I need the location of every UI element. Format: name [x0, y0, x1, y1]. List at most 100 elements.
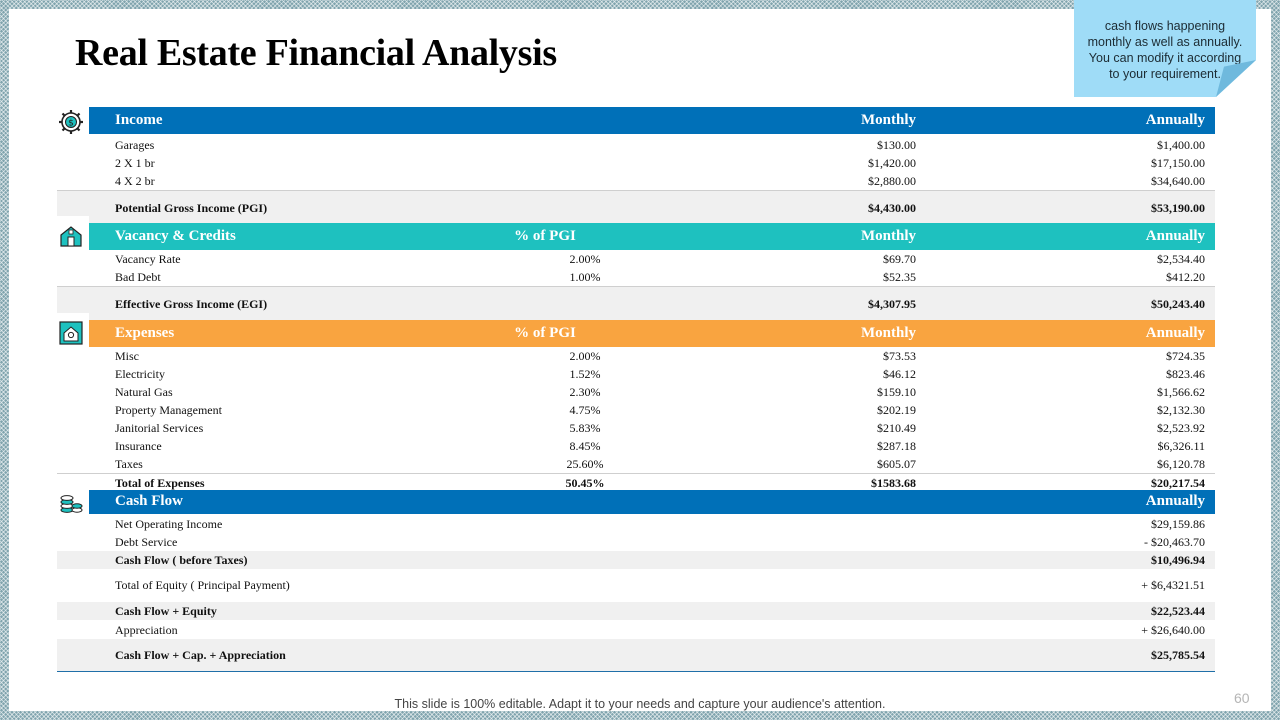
svg-text:$: $ [68, 119, 74, 129]
row-annually: $50,243.40 [1151, 297, 1205, 311]
row-pct: 1.52% [569, 367, 601, 381]
row-label: Total of Expenses [115, 476, 205, 490]
row-label: Natural Gas [115, 385, 173, 399]
row-monthly: $287.18 [877, 439, 916, 453]
row-annually: + $26,640.00 [1141, 623, 1205, 637]
expenses-header-label: Expenses [115, 325, 175, 341]
row-label: Misc [115, 349, 139, 363]
row-monthly: $69.70 [883, 252, 916, 266]
vacancy-header: Vacancy & Credits % of PGI Monthly Annua… [67, 223, 1215, 250]
row-label: Property Management [115, 403, 222, 417]
slide: Real Estate Financial Analysis cash flow… [9, 0, 1271, 711]
cashflow-header-annually: Annually [1145, 493, 1205, 509]
expense-row: Taxes 25.60% $605.07 $6,120.78 [57, 455, 1215, 473]
row-monthly: $4,430.00 [868, 201, 916, 215]
row-monthly: $1,420.00 [868, 156, 916, 170]
row-pct: 2.30% [569, 385, 601, 399]
expenses-header-monthly: Monthly [860, 325, 916, 341]
row-annually: $2,534.40 [1157, 252, 1205, 266]
row-annually: $823.46 [1166, 367, 1205, 381]
cashflow-row: Appreciation + $26,640.00 [57, 621, 1215, 639]
cashflow-row: Debt Service - $20,463.70 [57, 533, 1215, 551]
page-title: Real Estate Financial Analysis [75, 32, 557, 74]
coins-icon [60, 495, 83, 513]
row-label: Janitorial Services [115, 421, 204, 435]
cashflow-row: Cash Flow ( before Taxes) $10,496.94 [57, 551, 1215, 569]
vacancy-total-row: Effective Gross Income (EGI) $4,307.95 $… [57, 286, 1215, 320]
row-label: 2 X 1 br [115, 156, 155, 170]
vacancy-header-label: Vacancy & Credits [115, 228, 236, 244]
row-pct: 25.60% [566, 457, 604, 471]
vacancy-header-annually: Annually [1145, 228, 1205, 244]
income-row: 4 X 2 br $2,880.00 $34,640.00 [57, 172, 1215, 190]
row-label: Debt Service [115, 535, 178, 549]
row-pct: 50.45% [565, 476, 605, 490]
row-annually: + $6,4321.51 [1141, 578, 1205, 592]
row-monthly: $46.12 [883, 367, 916, 381]
row-monthly: $52.35 [883, 270, 916, 284]
cashflow-header-label: Cash Flow [115, 493, 183, 509]
note-callout: cash flows happening monthly as well as … [1074, 0, 1256, 97]
row-monthly: $4,307.95 [868, 297, 916, 311]
row-annually: $1,566.62 [1157, 385, 1205, 399]
cashflow-row: Net Operating Income $29,159.86 [57, 515, 1215, 533]
page-number: 60 [1234, 690, 1250, 706]
row-label: Potential Gross Income (PGI) [115, 201, 268, 215]
row-pct: 1.00% [569, 270, 601, 284]
row-monthly: $202.19 [877, 403, 916, 417]
building-icon [59, 321, 83, 345]
row-label: Cash Flow + Cap. + Appreciation [115, 648, 286, 662]
row-annually: $34,640.00 [1151, 174, 1205, 188]
row-label: Vacancy Rate [115, 252, 181, 266]
row-monthly: $210.49 [877, 421, 916, 435]
row-annually: $29,159.86 [1151, 517, 1205, 531]
income-row: 2 X 1 br $1,420.00 $17,150.00 [57, 154, 1215, 172]
row-annually: - $20,463.70 [1144, 535, 1205, 549]
row-pct: 4.75% [569, 403, 601, 417]
row-monthly: $73.53 [883, 349, 916, 363]
row-annually: $412.20 [1166, 270, 1205, 284]
row-annually: $17,150.00 [1151, 156, 1205, 170]
cashflow-row: Cash Flow + Equity $22,523.44 [57, 602, 1215, 620]
income-header-label: Income [115, 112, 163, 128]
table-bottom-rule [57, 671, 1215, 672]
row-label: Net Operating Income [115, 517, 223, 531]
row-annually: $20,217.54 [1151, 476, 1205, 490]
row-annually: $2,132.30 [1157, 403, 1205, 417]
note-text: cash flows happening monthly as well as … [1087, 19, 1243, 81]
row-monthly: $159.10 [877, 385, 916, 399]
expenses-header: Expenses % of PGI Monthly Annually [67, 320, 1215, 347]
expense-row: Janitorial Services 5.83% $210.49 $2,523… [57, 419, 1215, 437]
expense-row: Misc 2.00% $73.53 $724.35 [57, 347, 1215, 365]
vacancy-row: Vacancy Rate 2.00% $69.70 $2,534.40 [57, 250, 1215, 268]
vacancy-header-pct: % of PGI [514, 228, 576, 244]
row-monthly: $605.07 [877, 457, 916, 471]
row-label: Appreciation [115, 623, 178, 637]
row-annually: $2,523.92 [1157, 421, 1205, 435]
income-row: Garages $130.00 $1,400.00 [57, 136, 1215, 154]
row-annually: $53,190.00 [1151, 201, 1205, 215]
row-annually: $25,785.54 [1151, 648, 1205, 662]
row-label: Effective Gross Income (EGI) [115, 297, 268, 311]
row-annually: $22,523.44 [1151, 604, 1205, 618]
row-pct: 5.83% [569, 421, 601, 435]
house-icon [60, 226, 82, 247]
row-label: Taxes [115, 457, 143, 471]
vacancy-row: Bad Debt 1.00% $52.35 $412.20 [57, 268, 1215, 286]
row-label: 4 X 2 br [115, 174, 155, 188]
row-label: Bad Debt [115, 270, 161, 284]
row-label: Cash Flow + Equity [115, 604, 217, 618]
footer-text: This slide is 100% editable. Adapt it to… [394, 697, 886, 711]
row-annually: $1,400.00 [1157, 138, 1205, 152]
expense-row: Property Management 4.75% $202.19 $2,132… [57, 401, 1215, 419]
row-monthly: $130.00 [877, 138, 916, 152]
row-label: Total of Equity ( Principal Payment) [115, 578, 290, 592]
row-pct: 8.45% [569, 439, 601, 453]
income-header: Income Monthly Annually [67, 107, 1215, 134]
row-label: Cash Flow ( before Taxes) [115, 553, 248, 567]
row-pct: 2.00% [569, 349, 601, 363]
income-header-monthly: Monthly [860, 112, 916, 128]
expense-row: Natural Gas 2.30% $159.10 $1,566.62 [57, 383, 1215, 401]
vacancy-header-monthly: Monthly [860, 228, 916, 244]
gear-dollar-icon: $ [59, 110, 83, 134]
